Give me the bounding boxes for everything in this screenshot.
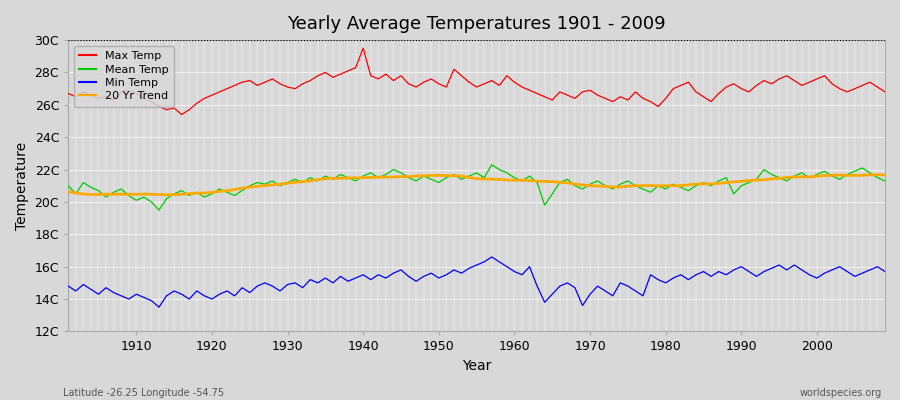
X-axis label: Year: Year — [462, 359, 491, 373]
Title: Yearly Average Temperatures 1901 - 2009: Yearly Average Temperatures 1901 - 2009 — [287, 15, 666, 33]
Legend: Max Temp, Mean Temp, Min Temp, 20 Yr Trend: Max Temp, Mean Temp, Min Temp, 20 Yr Tre… — [74, 46, 174, 107]
Y-axis label: Temperature: Temperature — [15, 142, 29, 230]
Text: worldspecies.org: worldspecies.org — [800, 388, 882, 398]
Text: Latitude -26.25 Longitude -54.75: Latitude -26.25 Longitude -54.75 — [63, 388, 224, 398]
